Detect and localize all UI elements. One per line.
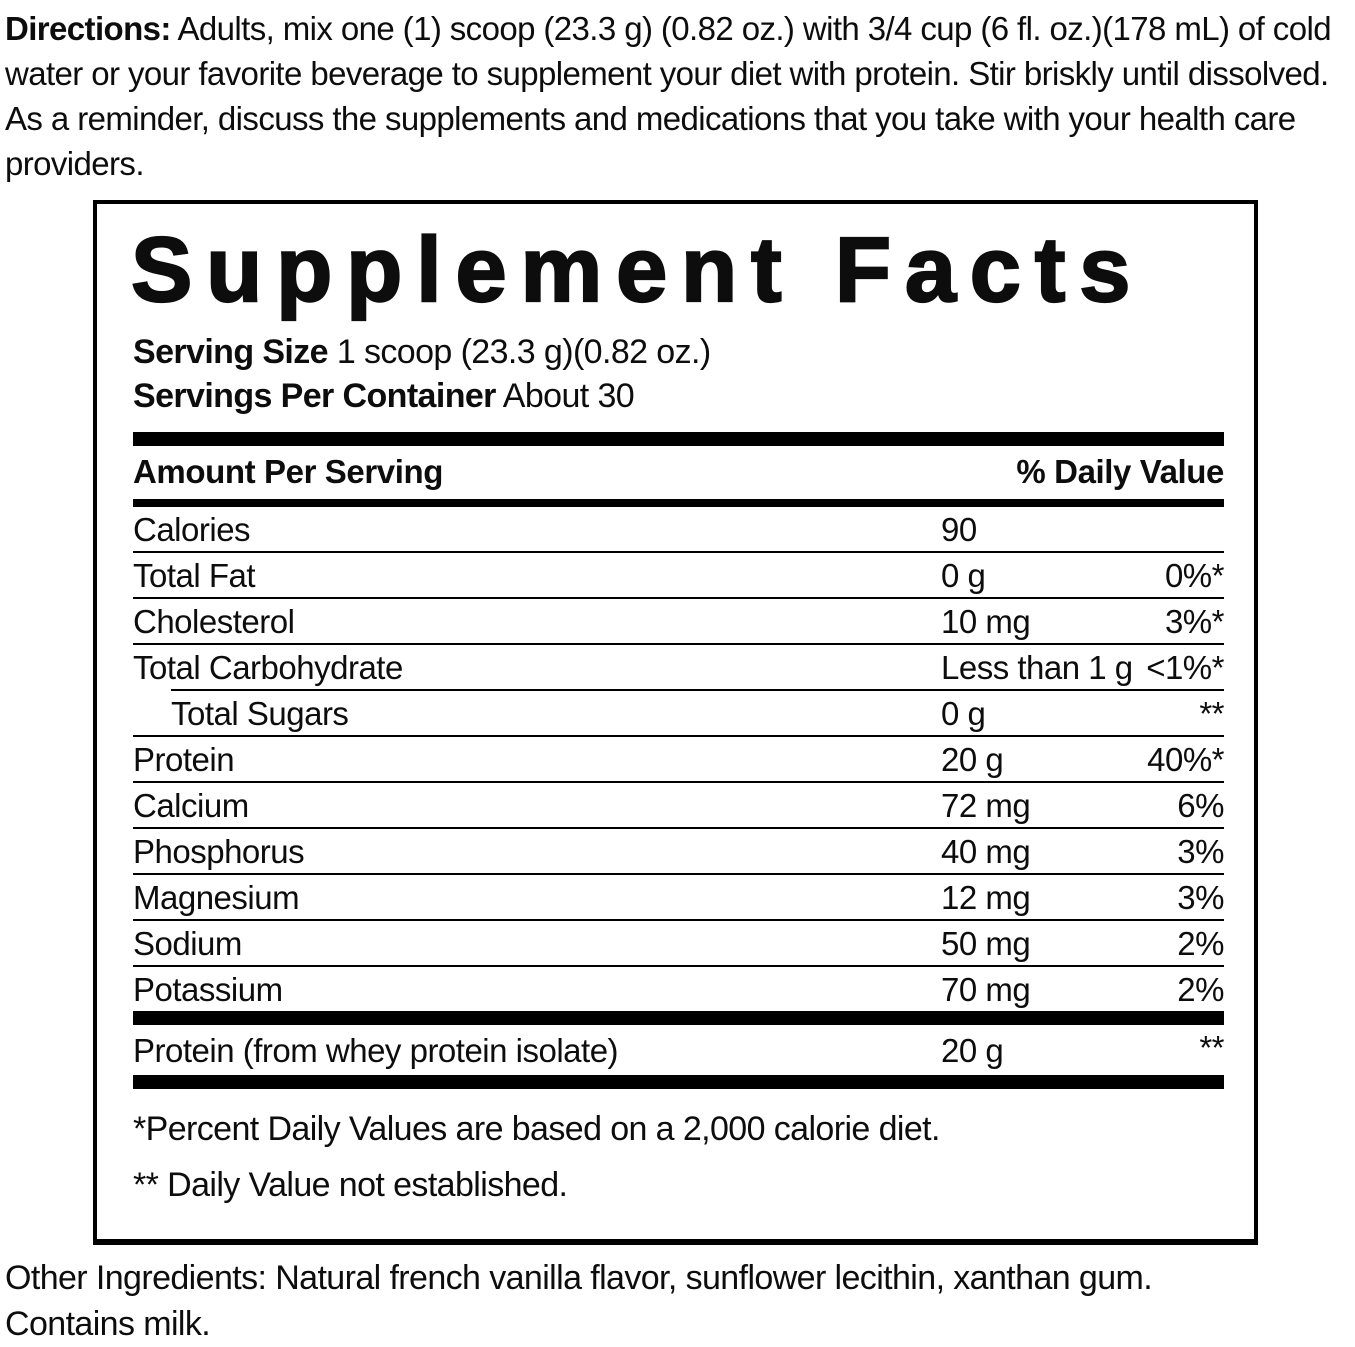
table-row: Total Sugars 0 g ** <box>171 689 1224 735</box>
servings-per-container-line: Servings Per Container About 30 <box>133 374 1224 418</box>
serving-size-label: Serving Size <box>133 333 329 371</box>
nutrient-amount: 20 g <box>941 1032 1004 1069</box>
nutrient-name: Protein <box>133 741 235 778</box>
nutrient-daily-value: ** <box>1199 695 1224 732</box>
servings-per-container-value: About 30 <box>495 377 635 415</box>
nutrient-name: Calories <box>133 511 251 548</box>
nutrient-daily-value: 0%* <box>1164 557 1225 594</box>
nutrient-table: Calories 90 Total Fat 0 g 0%* Cholestero… <box>133 507 1225 1011</box>
footnote: *Percent Daily Values are based on a 2,0… <box>133 1110 940 1148</box>
nutrient-name: Total Carbohydrate <box>133 649 403 686</box>
table-row: Potassium 70 mg 2% <box>133 965 1224 1011</box>
nutrient-amount: 12 mg <box>941 879 1031 916</box>
extra-nutrient-table: Protein (from whey protein isolate) 20 g… <box>133 1025 1224 1075</box>
nutrient-amount: 70 mg <box>941 971 1031 1008</box>
divider-medium <box>133 499 1224 507</box>
amount-per-serving-header: Amount Per Serving <box>133 453 444 490</box>
panel-title: Supplement Facts <box>130 219 1145 321</box>
nutrient-daily-value: 3%* <box>1164 603 1225 640</box>
daily-value-header: % Daily Value <box>1016 453 1224 490</box>
directions-label: Directions: <box>5 10 171 47</box>
nutrient-name: Cholesterol <box>133 603 295 640</box>
table-row: Protein 20 g 40%* <box>133 735 1224 781</box>
nutrient-name: Sodium <box>133 925 242 962</box>
table-row: Calcium 72 mg 6% <box>133 781 1224 827</box>
table-row: Magnesium 12 mg 3% <box>133 873 1224 919</box>
nutrient-name: Magnesium <box>133 879 300 916</box>
other-ingredients-text: Other Ingredients: Natural french vanill… <box>5 1259 1153 1297</box>
table-row: Protein (from whey protein isolate) 20 g… <box>133 1025 1224 1075</box>
divider-thick <box>133 1075 1224 1089</box>
table-row: Total Carbohydrate Less than 1 g <1%* <box>133 643 1224 689</box>
nutrient-amount: 10 mg <box>941 603 1031 640</box>
table-row: Calories 90 <box>133 507 1224 551</box>
nutrient-daily-value: <1%* <box>1146 649 1224 686</box>
table-row: Cholesterol 10 mg 3%* <box>133 597 1225 643</box>
nutrient-daily-value: 2% <box>1177 925 1224 962</box>
nutrient-daily-value: 6% <box>1177 787 1224 824</box>
nutrient-name: Potassium <box>133 971 283 1008</box>
nutrient-amount: 0 g <box>941 695 986 732</box>
table-row: Total Fat 0 g 0%* <box>133 551 1225 597</box>
serving-info: Serving Size 1 scoop (23.3 g)(0.82 oz.) … <box>133 330 1224 418</box>
nutrient-amount: 50 mg <box>941 925 1031 962</box>
nutrient-name: Phosphorus <box>133 833 305 870</box>
directions-paragraph: Directions: Adults, mix one (1) scoop (2… <box>0 0 1355 186</box>
nutrient-daily-value: 3% <box>1177 879 1224 916</box>
serving-size-value: 1 scoop (23.3 g)(0.82 oz.) <box>328 333 711 371</box>
nutrient-name: Calcium <box>133 787 249 824</box>
nutrient-daily-value: 2% <box>1177 971 1224 1008</box>
table-header-row: Amount Per Serving % Daily Value <box>133 446 1224 499</box>
nutrient-amount: 72 mg <box>941 787 1031 824</box>
footnote: ** Daily Value not established. <box>133 1166 568 1204</box>
nutrient-amount: 40 mg <box>941 833 1031 870</box>
supplement-facts-panel: Supplement Facts Serving Size 1 scoop (2… <box>93 200 1258 1245</box>
divider-thick <box>133 1011 1224 1025</box>
nutrient-name: Protein (from whey protein isolate) <box>133 1032 619 1069</box>
nutrient-amount: 0 g <box>941 557 986 594</box>
nutrient-daily-value: ** <box>1199 1029 1224 1066</box>
nutrient-daily-value: 3% <box>1177 833 1224 870</box>
table-row: Sodium 50 mg 2% <box>133 919 1224 965</box>
directions-text: Adults, mix one (1) scoop (23.3 g) (0.82… <box>5 10 1332 182</box>
nutrient-name: Total Fat <box>133 557 256 594</box>
contains-text: Contains milk. <box>5 1305 211 1343</box>
nutrient-amount: 20 g <box>941 741 1004 778</box>
servings-per-container-label: Servings Per Container <box>133 377 496 415</box>
nutrient-amount: Less than 1 g <box>941 649 1133 686</box>
footnotes: *Percent Daily Values are based on a 2,0… <box>133 1107 1224 1239</box>
serving-size-line: Serving Size 1 scoop (23.3 g)(0.82 oz.) <box>133 330 1224 374</box>
divider-thick <box>133 432 1224 446</box>
other-ingredients-section: Other Ingredients: Natural french vanill… <box>5 1255 1347 1347</box>
table-row: Phosphorus 40 mg 3% <box>133 827 1224 873</box>
nutrient-name: Total Sugars <box>171 695 349 732</box>
nutrient-amount: 90 <box>941 511 977 548</box>
nutrient-daily-value: 40%* <box>1147 741 1224 778</box>
